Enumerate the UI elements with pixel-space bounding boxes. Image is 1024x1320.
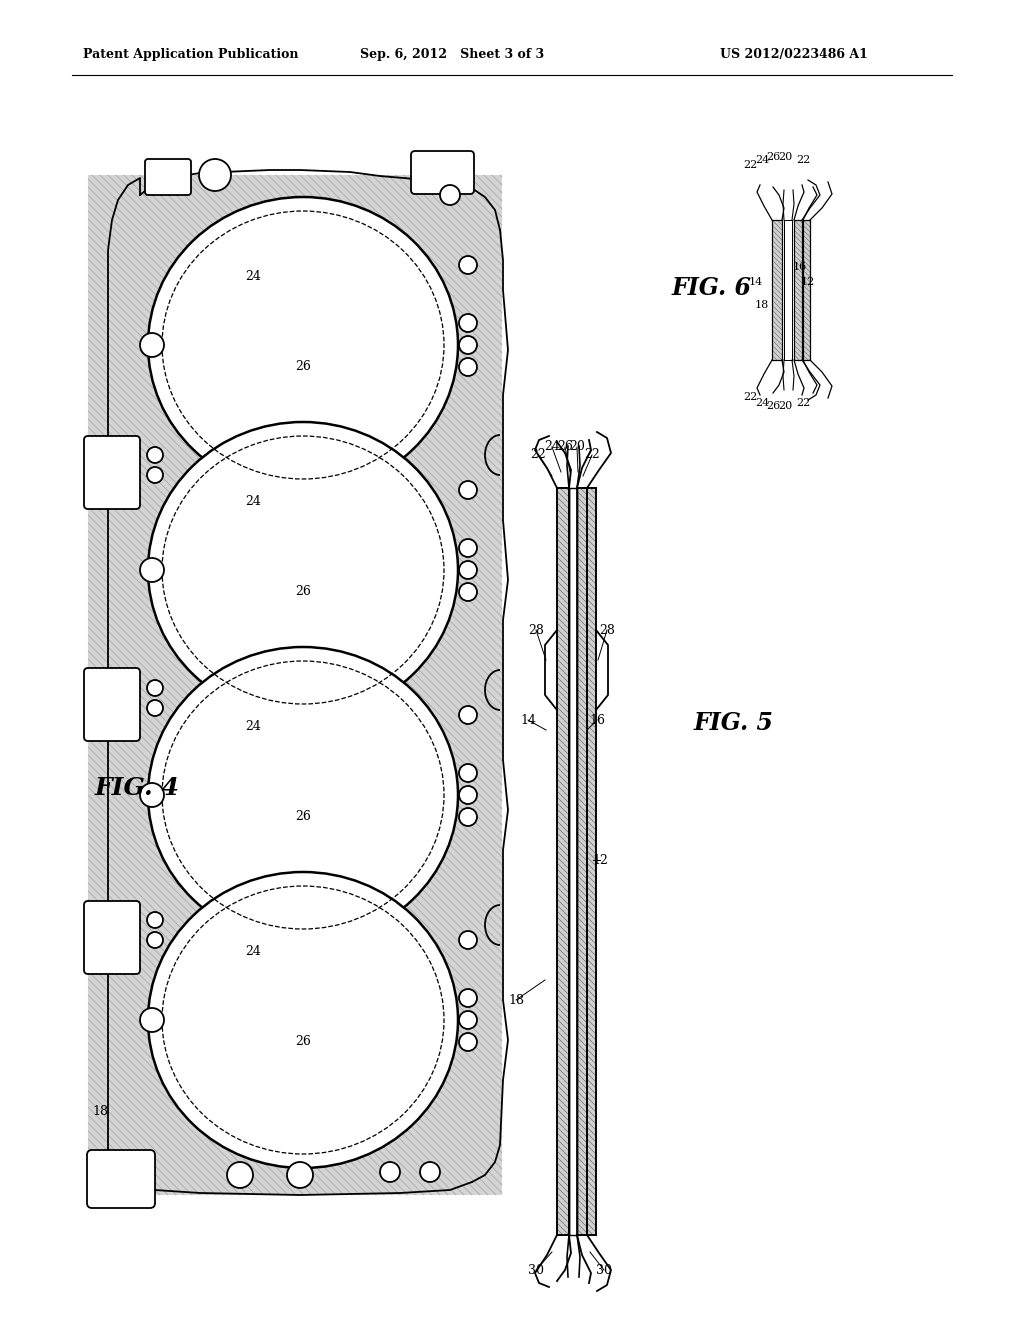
Circle shape: [140, 783, 164, 807]
Circle shape: [459, 480, 477, 499]
Circle shape: [459, 314, 477, 333]
Text: 26: 26: [295, 810, 311, 822]
Bar: [577, 488, 587, 1236]
Ellipse shape: [148, 197, 458, 492]
Text: 14: 14: [749, 277, 763, 286]
Text: US 2012/0223486 A1: US 2012/0223486 A1: [720, 48, 868, 61]
Circle shape: [459, 583, 477, 601]
Ellipse shape: [148, 873, 458, 1168]
Circle shape: [199, 158, 231, 191]
Ellipse shape: [148, 422, 458, 718]
Text: FIG. 6: FIG. 6: [672, 276, 752, 300]
Bar: [772, 220, 782, 360]
Text: 16: 16: [589, 714, 605, 726]
Text: 26: 26: [766, 401, 780, 411]
Text: 26: 26: [295, 585, 311, 598]
Bar: [557, 488, 569, 1236]
FancyBboxPatch shape: [145, 158, 191, 195]
Text: 22: 22: [796, 399, 810, 408]
Text: 24: 24: [245, 945, 261, 958]
Text: 24: 24: [245, 719, 261, 733]
Text: 12: 12: [592, 854, 608, 866]
Circle shape: [459, 561, 477, 579]
Text: 28: 28: [528, 623, 544, 636]
Bar: [803, 220, 810, 360]
Text: 20: 20: [569, 441, 585, 454]
Text: 20: 20: [778, 152, 793, 162]
Circle shape: [459, 358, 477, 376]
Circle shape: [459, 764, 477, 781]
Bar: [784, 220, 792, 360]
Bar: [587, 488, 596, 1236]
Text: 30: 30: [528, 1263, 544, 1276]
Circle shape: [459, 706, 477, 723]
Text: 12: 12: [801, 277, 815, 286]
Text: 18: 18: [755, 300, 769, 310]
Text: 18: 18: [92, 1105, 108, 1118]
Circle shape: [147, 467, 163, 483]
Circle shape: [287, 1162, 313, 1188]
Text: 24: 24: [755, 154, 769, 165]
Text: 22: 22: [796, 154, 810, 165]
Text: 14: 14: [520, 714, 536, 726]
Circle shape: [380, 1162, 400, 1181]
Circle shape: [459, 1034, 477, 1051]
Text: 26: 26: [295, 1035, 311, 1048]
Text: 26: 26: [766, 152, 780, 162]
Text: 30: 30: [596, 1263, 612, 1276]
Text: 22: 22: [742, 160, 757, 170]
FancyBboxPatch shape: [87, 1150, 155, 1208]
Ellipse shape: [148, 197, 458, 492]
Bar: [88, 176, 502, 1195]
Circle shape: [459, 808, 477, 826]
FancyBboxPatch shape: [84, 436, 140, 510]
Text: 24: 24: [755, 399, 769, 408]
Text: FIG. 5: FIG. 5: [694, 711, 774, 735]
Circle shape: [459, 931, 477, 949]
Text: 22: 22: [584, 449, 600, 462]
Circle shape: [140, 1008, 164, 1032]
Circle shape: [140, 558, 164, 582]
Text: 26: 26: [295, 360, 311, 374]
Circle shape: [459, 1011, 477, 1030]
FancyBboxPatch shape: [411, 150, 474, 194]
Text: 24: 24: [245, 271, 261, 282]
Circle shape: [459, 989, 477, 1007]
Text: 22: 22: [530, 449, 546, 462]
Text: 24: 24: [245, 495, 261, 508]
Text: 18: 18: [508, 994, 524, 1006]
Circle shape: [147, 700, 163, 715]
Text: 20: 20: [778, 401, 793, 411]
Text: Patent Application Publication: Patent Application Publication: [83, 48, 299, 61]
Text: 16: 16: [793, 261, 807, 272]
Text: Sep. 6, 2012   Sheet 3 of 3: Sep. 6, 2012 Sheet 3 of 3: [360, 48, 544, 61]
Circle shape: [140, 333, 164, 356]
Circle shape: [227, 1162, 253, 1188]
Text: 28: 28: [599, 623, 615, 636]
Text: 22: 22: [742, 392, 757, 403]
Circle shape: [440, 185, 460, 205]
Circle shape: [147, 680, 163, 696]
Circle shape: [147, 447, 163, 463]
Circle shape: [459, 539, 477, 557]
Bar: [569, 488, 577, 1236]
Ellipse shape: [148, 647, 458, 942]
Bar: [794, 220, 802, 360]
Ellipse shape: [148, 422, 458, 718]
Text: FIG. 4: FIG. 4: [95, 776, 180, 800]
Circle shape: [147, 912, 163, 928]
Text: 26: 26: [557, 441, 573, 454]
Circle shape: [459, 256, 477, 275]
Circle shape: [459, 337, 477, 354]
Ellipse shape: [148, 873, 458, 1168]
Circle shape: [459, 785, 477, 804]
Circle shape: [147, 932, 163, 948]
Ellipse shape: [148, 647, 458, 942]
Circle shape: [420, 1162, 440, 1181]
FancyBboxPatch shape: [84, 668, 140, 741]
FancyBboxPatch shape: [84, 902, 140, 974]
Text: 24: 24: [544, 441, 560, 454]
